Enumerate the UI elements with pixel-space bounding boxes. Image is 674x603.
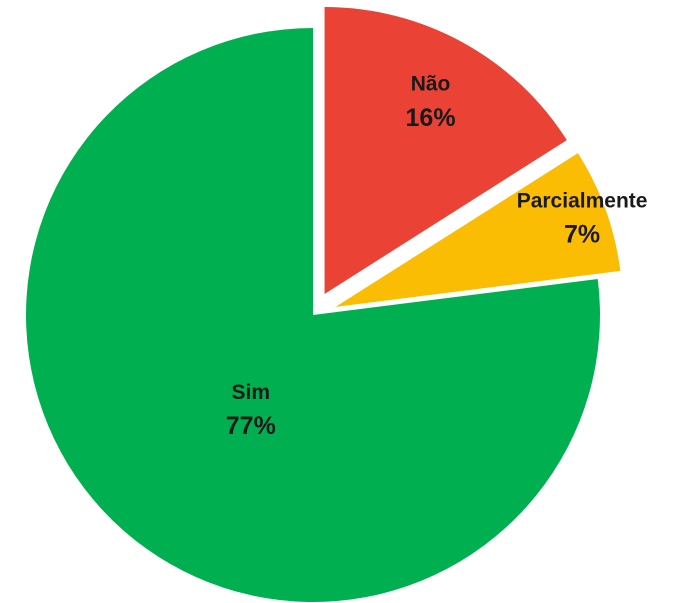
slice-value: 16% [406, 104, 456, 132]
slice-label: Não [411, 73, 451, 96]
slice-value: 7% [564, 221, 600, 249]
pie-slice [335, 153, 621, 307]
pie-slice [324, 6, 567, 294]
slice-label: Parcialmente [517, 190, 648, 213]
pie-slice [26, 28, 601, 602]
slice-value: 77% [226, 412, 276, 440]
slice-label: Sim [232, 381, 271, 404]
